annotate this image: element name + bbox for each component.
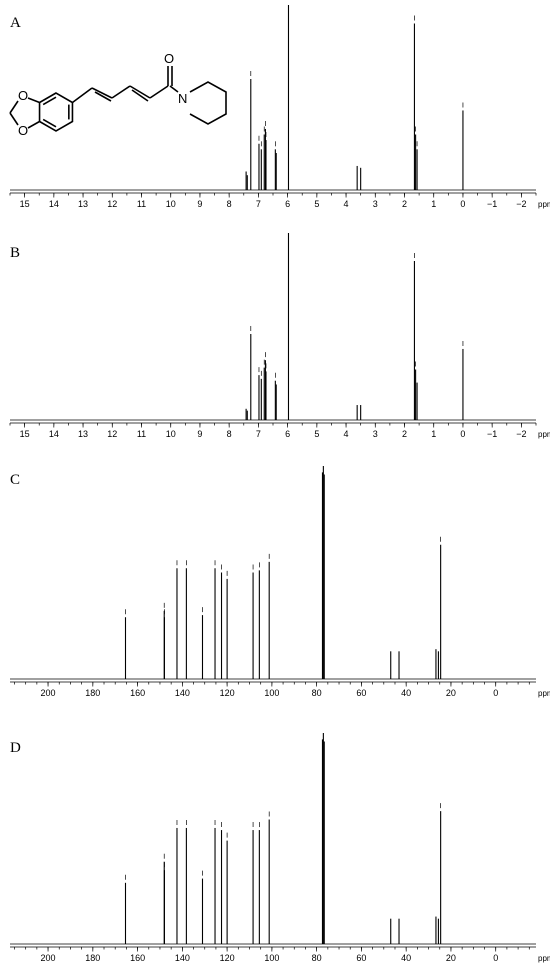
x-tick-label: 14	[49, 429, 59, 439]
x-tick-label: 15	[20, 429, 30, 439]
x-tick-label: 7	[256, 429, 261, 439]
x-tick-label: 0	[460, 199, 465, 209]
chain-bond	[71, 87, 93, 104]
x-tick-label: 7	[256, 199, 261, 209]
x-tick-label: 9	[197, 199, 202, 209]
x-tick-label: 80	[312, 953, 322, 963]
oxygen-atom: O	[164, 51, 174, 66]
bond	[27, 120, 40, 129]
x-tick-label: 200	[41, 688, 56, 698]
double-bond	[42, 118, 57, 128]
bond	[27, 97, 40, 104]
panel-label: C	[10, 472, 20, 488]
x-axis-unit: ppm	[538, 430, 550, 439]
x-tick-label: 100	[264, 953, 279, 963]
double-bond	[131, 89, 149, 102]
x-tick-label: 60	[356, 688, 366, 698]
double-bond	[94, 91, 112, 102]
bond	[9, 100, 19, 114]
x-tick-label: 80	[312, 688, 322, 698]
x-axis-unit: ppm	[538, 954, 550, 963]
x-tick-label: 40	[401, 953, 411, 963]
spectrum-panel-c: C200180160140120100806040200ppm	[10, 466, 550, 698]
double-bond	[42, 96, 57, 106]
x-tick-label: 140	[175, 953, 190, 963]
x-tick-label: −2	[516, 199, 526, 209]
nitrogen-atom: N	[178, 91, 187, 106]
x-tick-label: 8	[227, 429, 232, 439]
x-tick-label: 100	[264, 688, 279, 698]
amide-bond	[169, 85, 179, 93]
x-tick-label: 14	[49, 199, 59, 209]
x-tick-label: 180	[85, 953, 100, 963]
x-tick-label: 13	[78, 429, 88, 439]
panel-label: D	[10, 740, 21, 756]
x-tick-label: 6	[285, 199, 290, 209]
x-axis-unit: ppm	[538, 200, 550, 209]
x-axis-unit: ppm	[538, 689, 550, 698]
panel-label: B	[10, 245, 20, 261]
x-tick-label: 0	[460, 429, 465, 439]
x-tick-label: 0	[493, 688, 498, 698]
x-tick-label: 180	[85, 688, 100, 698]
x-tick-label: 9	[197, 429, 202, 439]
x-tick-label: 0	[493, 953, 498, 963]
x-tick-label: 10	[166, 429, 176, 439]
x-tick-label: 2	[402, 429, 407, 439]
x-tick-label: 20	[446, 688, 456, 698]
x-tick-label: −2	[516, 429, 526, 439]
x-tick-label: 12	[107, 199, 117, 209]
x-tick-label: 1	[431, 199, 436, 209]
x-tick-label: 40	[401, 688, 411, 698]
spectrum-panel-d: D200180160140120100806040200ppm	[10, 733, 550, 963]
x-tick-label: 200	[41, 953, 56, 963]
x-tick-label: 10	[166, 199, 176, 209]
x-tick-label: 6	[285, 429, 290, 439]
x-tick-label: 3	[373, 429, 378, 439]
x-tick-label: 2	[402, 199, 407, 209]
piperine-structure: O O O N	[9, 51, 227, 138]
x-tick-label: 5	[314, 429, 319, 439]
x-tick-label: 140	[175, 688, 190, 698]
x-tick-label: 13	[78, 199, 88, 209]
x-tick-label: 120	[220, 688, 235, 698]
x-tick-label: 20	[446, 953, 456, 963]
x-tick-label: 3	[373, 199, 378, 209]
oxygen-atom: O	[18, 123, 28, 138]
benzene-ring	[38, 92, 74, 132]
x-tick-label: 120	[220, 953, 235, 963]
x-tick-label: 11	[137, 429, 146, 439]
x-tick-label: 11	[137, 199, 146, 209]
panel-label: A	[10, 15, 21, 31]
x-tick-label: 160	[130, 953, 145, 963]
oxygen-atom: O	[18, 88, 28, 103]
x-tick-label: 4	[344, 429, 349, 439]
x-tick-label: 5	[314, 199, 319, 209]
x-tick-label: 15	[20, 199, 30, 209]
chain-bond	[129, 85, 151, 99]
chain-bond	[149, 85, 169, 99]
x-tick-label: 4	[344, 199, 349, 209]
chain-bond	[111, 85, 131, 99]
x-tick-label: −1	[487, 199, 497, 209]
x-tick-label: 60	[356, 953, 366, 963]
x-tick-label: 1	[431, 429, 436, 439]
piperidine-ring	[189, 81, 227, 125]
x-tick-label: −1	[487, 429, 497, 439]
bond	[9, 112, 19, 126]
x-tick-label: 8	[227, 199, 232, 209]
x-tick-label: 12	[107, 429, 117, 439]
chain-bond	[91, 87, 113, 99]
x-tick-label: 160	[130, 688, 145, 698]
